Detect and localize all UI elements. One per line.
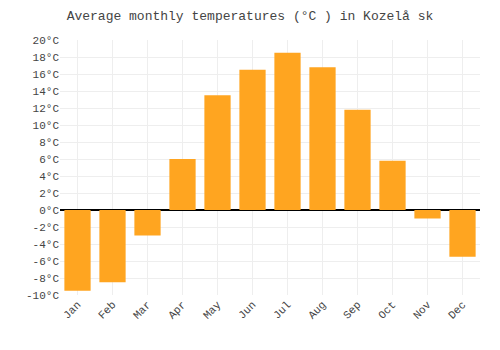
svg-text:Oct: Oct — [376, 299, 398, 321]
svg-text:18°C: 18°C — [33, 52, 60, 64]
svg-text:Mar: Mar — [131, 299, 153, 321]
svg-text:-10°C: -10°C — [26, 290, 59, 302]
svg-text:16°C: 16°C — [33, 69, 60, 81]
svg-text:Sep: Sep — [341, 299, 363, 321]
svg-text:Aug: Aug — [306, 299, 328, 321]
svg-text:Feb: Feb — [96, 299, 118, 321]
svg-text:-6°C: -6°C — [33, 256, 60, 268]
svg-text:8°C: 8°C — [39, 137, 59, 149]
svg-text:-8°C: -8°C — [33, 273, 60, 285]
svg-text:-2°C: -2°C — [33, 222, 60, 234]
svg-text:20°C: 20°C — [33, 35, 60, 47]
svg-text:May: May — [201, 299, 224, 322]
svg-text:2°C: 2°C — [39, 188, 59, 200]
svg-text:10°C: 10°C — [33, 120, 60, 132]
svg-text:Jan: Jan — [61, 299, 83, 321]
svg-text:Jun: Jun — [236, 299, 258, 321]
svg-text:Apr: Apr — [166, 299, 188, 321]
svg-text:Average monthly temperatures (: Average monthly temperatures (°C ) in Ko… — [67, 9, 434, 24]
svg-text:6°C: 6°C — [39, 154, 59, 166]
svg-text:Dec: Dec — [446, 299, 468, 321]
svg-text:4°C: 4°C — [39, 171, 59, 183]
svg-text:Jul: Jul — [271, 299, 293, 321]
svg-text:-4°C: -4°C — [33, 239, 60, 251]
svg-text:Nov: Nov — [411, 299, 434, 322]
svg-text:14°C: 14°C — [33, 86, 60, 98]
svg-text:12°C: 12°C — [33, 103, 60, 115]
svg-text:0°C: 0°C — [39, 205, 59, 217]
